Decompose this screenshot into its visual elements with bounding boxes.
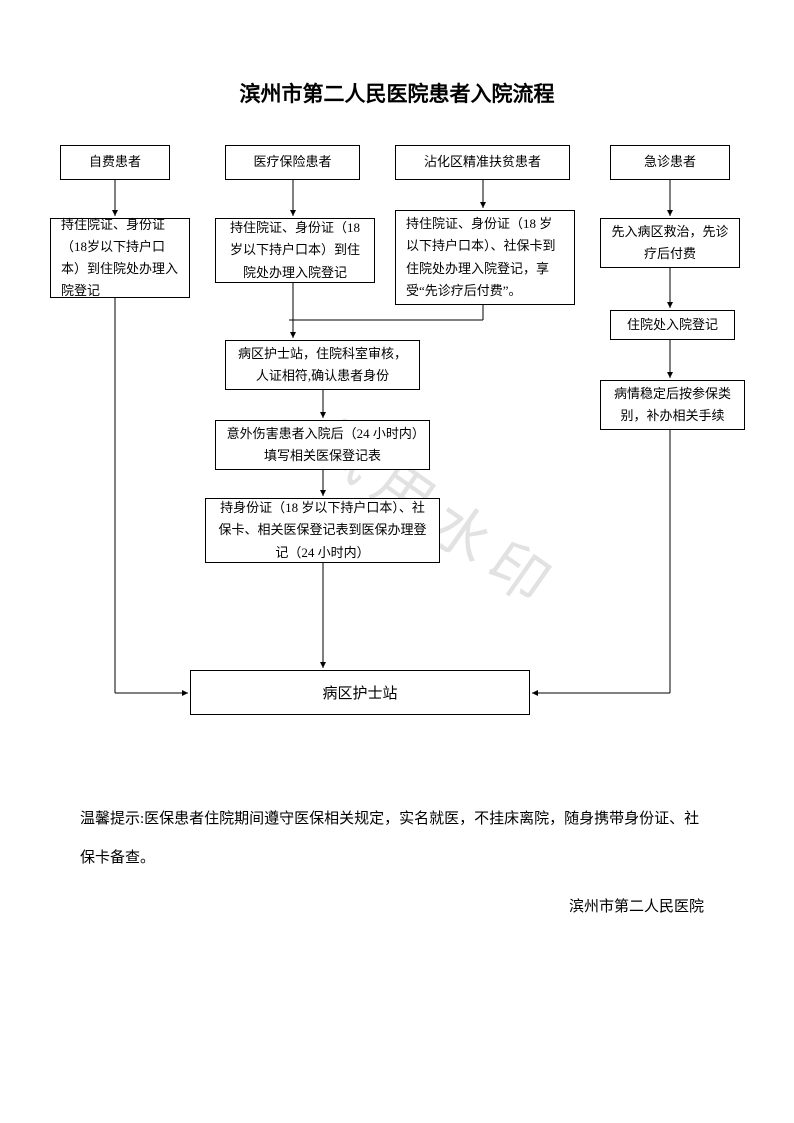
node-poverty-step: 持住院证、身份证（18 岁以下持户口本）、社保卡到住院处办理入院登记，享受“先诊… xyxy=(395,210,575,305)
node-verify: 病区护士站，住院科室审核，人证相符,确认患者身份 xyxy=(225,340,420,390)
node-emergency: 急诊患者 xyxy=(610,145,730,180)
node-selfpay-step: 持住院证、身份证（18岁以下持户口本）到住院处办理入院登记 xyxy=(50,218,190,298)
node-nurse-station-final: 病区护士站 xyxy=(190,670,530,715)
node-stable-supplement: 病情稳定后按参保类别，补办相关手续 xyxy=(600,380,745,430)
page-title: 滨州市第二人民医院患者入院流程 xyxy=(0,78,794,108)
node-accident-form: 意外伤害患者入院后（24 小时内）填写相关医保登记表 xyxy=(215,420,430,470)
footer-signature: 滨州市第二人民医院 xyxy=(569,895,704,916)
node-insurance-step: 持住院证、身份证（18 岁以下持户口本）到住院处办理入院登记 xyxy=(215,218,375,283)
node-selfpay: 自费患者 xyxy=(60,145,170,180)
footer-note: 温馨提示:医保患者住院期间遵守医保相关规定，实名就医，不挂床离院，随身携带身份证… xyxy=(80,800,714,878)
node-emergency-step: 先入病区救治，先诊疗后付费 xyxy=(600,218,740,268)
node-poverty: 沾化区精准扶贫患者 xyxy=(395,145,570,180)
node-insurance: 医疗保险患者 xyxy=(225,145,360,180)
node-register-insurance: 持身份证（18 岁以下持户口本）、社保卡、相关医保登记表到医保办理登记（24 小… xyxy=(205,498,440,563)
node-admission-register: 住院处入院登记 xyxy=(610,310,735,340)
